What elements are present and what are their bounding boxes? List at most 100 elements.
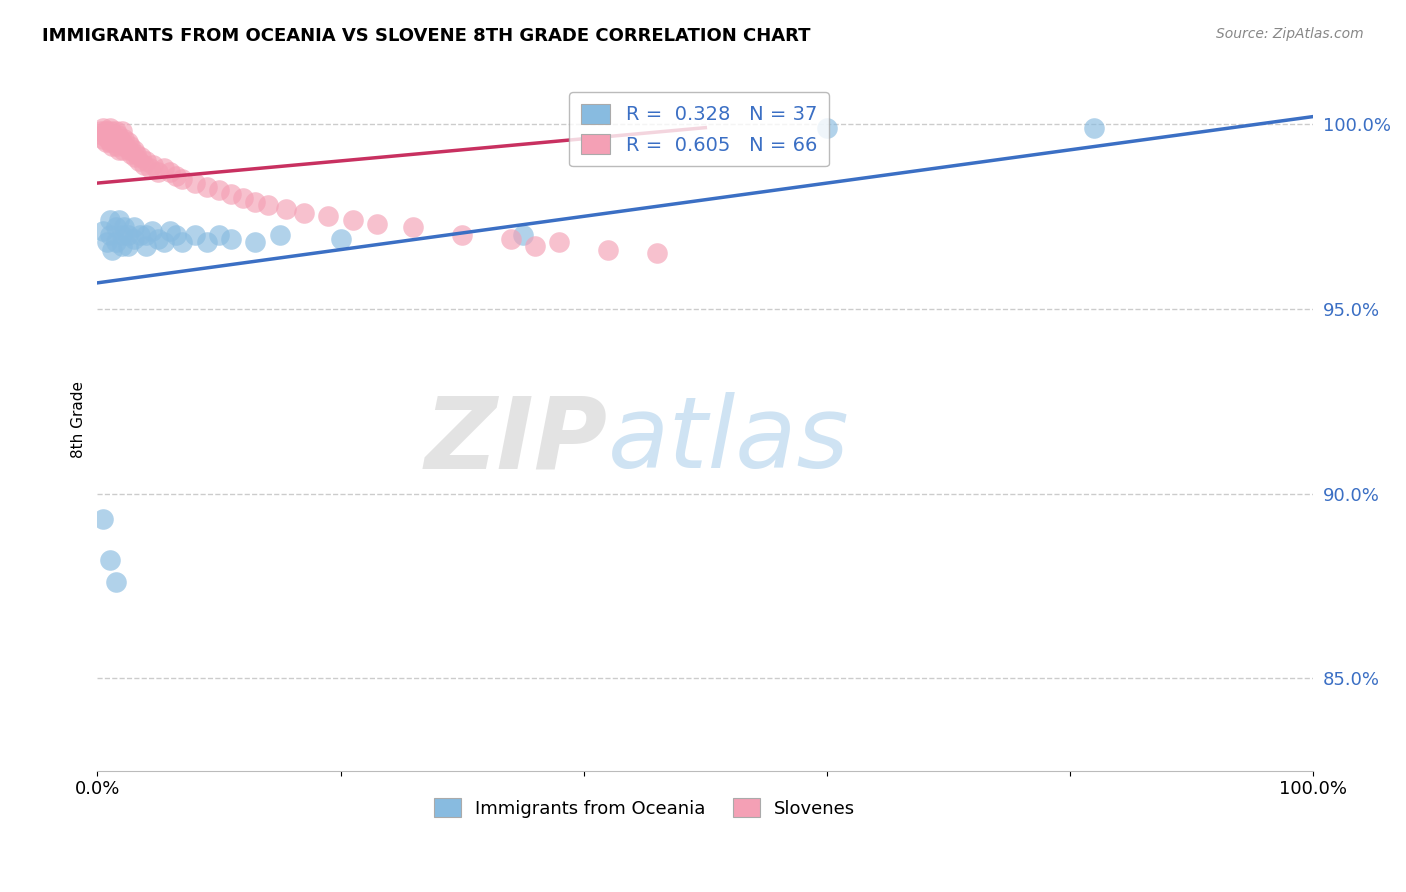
Point (135, 153, 157, 168)
Point (165, 169, 187, 183)
Point (94, 136, 117, 150)
Point (159, 224, 181, 238)
Point (98, 120, 121, 135)
Point (104, 235, 127, 250)
Point (256, 198, 278, 212)
Point (111, 239, 134, 253)
Point (195, 235, 218, 250)
Point (104, 220, 127, 235)
Point (117, 227, 139, 242)
Point (108, 136, 131, 150)
Point (112, 220, 135, 235)
Point (499, 231, 522, 245)
Point (93, 132, 115, 146)
Point (153, 161, 176, 176)
Point (122, 231, 145, 245)
Point (112, 132, 135, 146)
Point (208, 227, 231, 242)
Point (93, 120, 115, 135)
Point (129, 150, 152, 164)
Point (122, 220, 145, 235)
Text: atlas: atlas (607, 392, 849, 489)
Point (111, 124, 134, 138)
Point (104, 575, 127, 590)
Point (135, 227, 157, 242)
Point (96, 124, 118, 138)
Point (111, 227, 134, 242)
Point (117, 136, 139, 150)
Point (172, 172, 194, 186)
Point (318, 210, 340, 224)
Text: ZIP: ZIP (425, 392, 607, 489)
Point (110, 132, 132, 146)
Point (141, 224, 163, 238)
Text: Source: ZipAtlas.com: Source: ZipAtlas.com (1216, 27, 1364, 41)
Point (98, 128, 121, 142)
Point (132, 158, 155, 172)
Point (232, 191, 254, 205)
Point (103, 136, 125, 150)
Point (93, 512, 115, 526)
Point (292, 205, 315, 219)
Point (98, 553, 121, 567)
Point (98, 227, 121, 242)
Point (815, 120, 838, 135)
Point (120, 146, 142, 161)
Point (342, 213, 364, 227)
Point (596, 243, 619, 257)
Point (245, 194, 267, 209)
Point (111, 136, 134, 150)
Point (90, 124, 112, 138)
Point (101, 132, 124, 146)
Point (153, 235, 176, 250)
Point (135, 239, 157, 253)
Point (129, 227, 152, 242)
Point (165, 227, 187, 242)
Point (172, 235, 194, 250)
Point (98, 213, 121, 227)
Point (195, 179, 218, 194)
Point (208, 184, 231, 198)
Point (105, 139, 128, 153)
Point (97, 132, 120, 146)
Point (269, 227, 291, 242)
Point (159, 165, 181, 179)
Point (93, 224, 115, 238)
Point (329, 231, 352, 245)
Point (91, 128, 114, 142)
Point (128, 153, 150, 168)
Point (274, 202, 297, 216)
Point (183, 227, 205, 242)
Point (98, 136, 121, 150)
Legend: Immigrants from Oceania, Slovenes: Immigrants from Oceania, Slovenes (426, 791, 862, 825)
Point (114, 139, 136, 153)
Point (94, 128, 117, 142)
Point (451, 227, 474, 242)
Point (111, 143, 134, 157)
Point (122, 143, 145, 157)
Point (146, 165, 169, 179)
Point (124, 150, 146, 164)
Point (101, 139, 124, 153)
Point (645, 246, 668, 260)
Point (101, 243, 124, 257)
Point (104, 132, 127, 146)
Point (402, 220, 425, 235)
Point (245, 235, 267, 250)
Point (219, 231, 242, 245)
Point (96, 235, 118, 250)
Point (120, 139, 142, 153)
Point (104, 124, 127, 138)
Point (366, 217, 388, 231)
Point (146, 231, 169, 245)
Point (138, 161, 160, 176)
Point (125, 146, 148, 161)
Point (1083, 120, 1105, 135)
Text: IMMIGRANTS FROM OCEANIA VS SLOVENE 8TH GRADE CORRELATION CHART: IMMIGRANTS FROM OCEANIA VS SLOVENE 8TH G… (42, 27, 811, 45)
Point (100, 124, 122, 138)
Point (142, 158, 165, 172)
Point (512, 227, 534, 242)
Point (183, 176, 205, 190)
Point (107, 128, 129, 142)
Point (108, 143, 131, 157)
